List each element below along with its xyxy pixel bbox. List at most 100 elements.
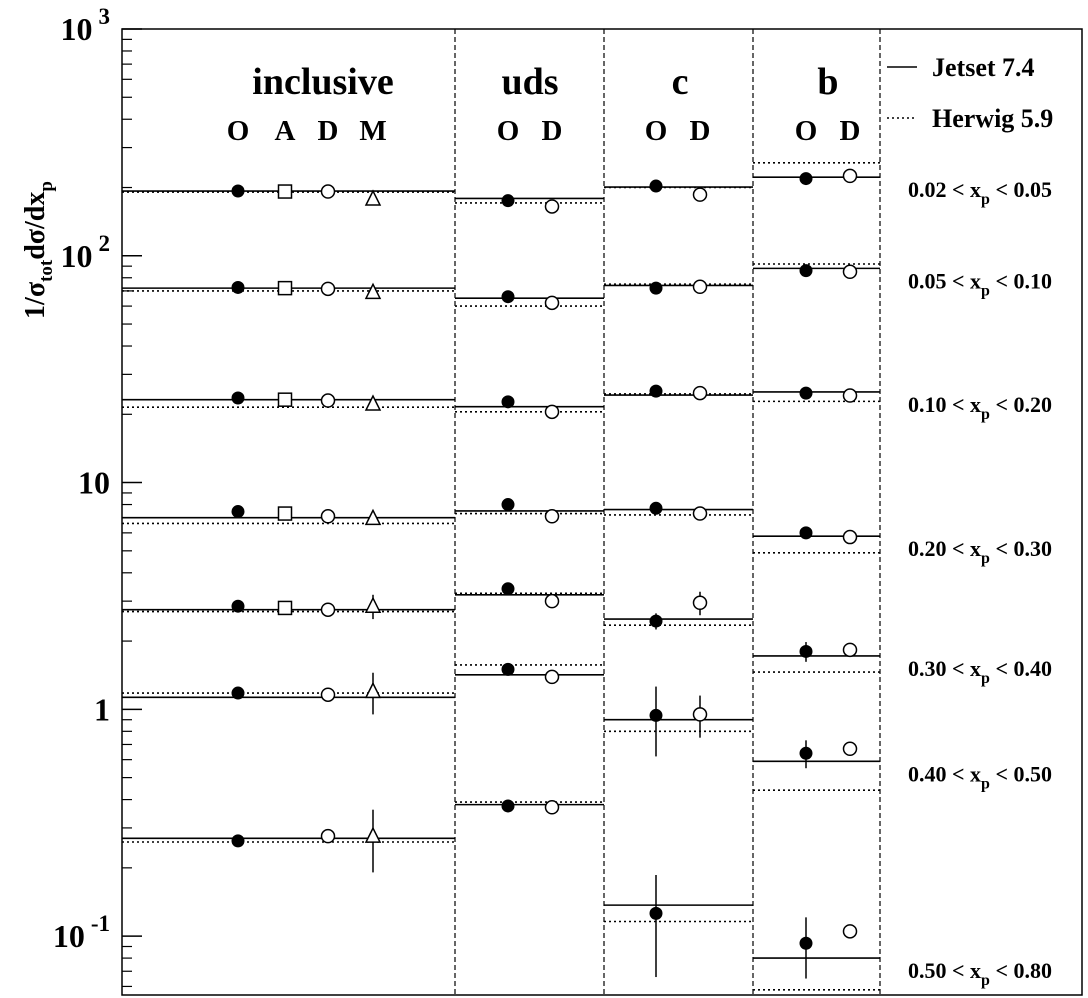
marker-filled-circle (649, 708, 663, 722)
experiment-letter-0-A: A (275, 115, 296, 147)
marker-open-circle (842, 529, 858, 545)
data-point-0-2-O (649, 179, 663, 193)
data-point-0-1-O (501, 194, 515, 208)
marker-filled-circle (649, 614, 663, 628)
marker-filled-circle (501, 194, 515, 208)
data-point-5-0-O (231, 686, 245, 700)
data-point-3-1-D (544, 509, 560, 524)
experiment-letter-2-O: O (645, 115, 668, 147)
marker-filled-circle (501, 498, 515, 512)
experiment-letter-1-O: O (497, 115, 520, 147)
data-point-5-3-D (842, 741, 858, 757)
data-point-5-1-D (544, 669, 560, 685)
marker-filled-circle (799, 172, 813, 186)
y-tick-label-3: 1 (94, 691, 110, 727)
data-point-4-0-O (231, 599, 245, 613)
experiment-letter-2-D: D (690, 115, 711, 147)
y-tick-label-0: 10 3 (61, 4, 111, 47)
experiment-letter-0-O: O (227, 115, 250, 147)
data-point-6-2-O (649, 874, 663, 978)
data-point-0-0-M (364, 189, 382, 206)
marker-open-circle (544, 404, 560, 420)
data-point-4-0-A (277, 600, 293, 616)
marker-filled-circle (231, 834, 245, 848)
data-point-4-2-D (692, 591, 708, 616)
marker-filled-circle (799, 264, 813, 278)
marker-open-circle (692, 187, 708, 202)
data-point-0-3-D (842, 168, 858, 184)
y-axis-label-mid: dσ/dx (20, 192, 51, 260)
marker-filled-circle (799, 526, 813, 540)
data-point-4-0-D (320, 602, 336, 617)
data-point-3-0-M (364, 508, 382, 526)
data-point-6-3-D (842, 924, 858, 939)
marker-filled-circle (501, 582, 515, 596)
marker-open-square (277, 280, 293, 296)
experiment-letter-3-D: D (840, 115, 861, 147)
marker-filled-circle (501, 799, 515, 813)
experiment-letter-0-D: D (318, 115, 339, 147)
marker-open-triangle (364, 826, 382, 843)
data-point-6-0-O (231, 834, 245, 848)
data-point-4-2-O (649, 613, 663, 630)
data-point-1-0-M (364, 282, 382, 300)
marker-filled-circle (501, 395, 515, 409)
data-point-2-3-D (842, 388, 858, 403)
marker-open-circle (544, 509, 560, 524)
experiment-letter-0-M: M (359, 115, 386, 147)
bin-label-5: 0.40 < xp < 0.50 (908, 761, 1052, 792)
marker-open-square (277, 506, 293, 521)
data-point-2-0-D (320, 393, 336, 408)
marker-open-circle (692, 279, 708, 295)
marker-open-triangle (364, 189, 382, 206)
marker-filled-circle (231, 686, 245, 700)
marker-open-circle (320, 281, 336, 297)
data-point-5-2-O (649, 686, 663, 757)
data-point-3-0-D (320, 509, 336, 524)
data-point-0-1-D (544, 199, 560, 214)
data-point-5-0-M (364, 672, 382, 715)
marker-open-square (277, 392, 293, 407)
data-point-5-2-D (692, 695, 708, 738)
panel-label-b: b (817, 61, 838, 103)
y-axis-label-base: 1/σ (20, 281, 51, 319)
data-point-0-0-A (277, 184, 293, 199)
marker-open-square (277, 184, 293, 199)
marker-filled-circle (501, 662, 515, 676)
marker-filled-circle (231, 391, 245, 405)
marker-open-circle (692, 595, 708, 611)
data-point-1-3-D (842, 264, 858, 280)
data-point-3-0-O (231, 505, 245, 519)
data-point-2-2-O (649, 384, 663, 398)
data-point-3-0-A (277, 506, 293, 521)
y-tick-label-1: 10 2 (61, 231, 111, 274)
data-point-3-3-O (799, 526, 813, 540)
marker-open-square (277, 600, 293, 616)
experiment-letter-1-D: D (542, 115, 563, 147)
panel-label-inclusive: inclusive (252, 61, 393, 103)
marker-open-circle (842, 264, 858, 280)
marker-open-circle (544, 295, 560, 311)
legend-jetset-label: Jetset 7.4 (932, 53, 1035, 82)
marker-filled-circle (799, 644, 813, 658)
data-point-3-2-O (649, 501, 663, 515)
marker-filled-circle (649, 906, 663, 920)
data-point-4-1-O (501, 582, 515, 596)
data-point-2-1-O (501, 395, 515, 409)
marker-filled-circle (649, 501, 663, 515)
marker-open-triangle (364, 508, 382, 526)
marker-filled-circle (231, 599, 245, 613)
panel-label-uds: uds (501, 61, 558, 103)
data-point-4-3-O (799, 642, 813, 662)
marker-filled-circle (799, 746, 813, 760)
bin-label-4: 0.30 < xp < 0.40 (908, 656, 1052, 687)
data-point-1-3-O (799, 264, 813, 278)
model-lines (122, 162, 880, 991)
data-point-2-0-A (277, 392, 293, 407)
marker-open-circle (544, 593, 560, 609)
bin-label-3: 0.20 < xp < 0.30 (908, 536, 1052, 567)
experiment-letter-3-O: O (795, 115, 818, 147)
